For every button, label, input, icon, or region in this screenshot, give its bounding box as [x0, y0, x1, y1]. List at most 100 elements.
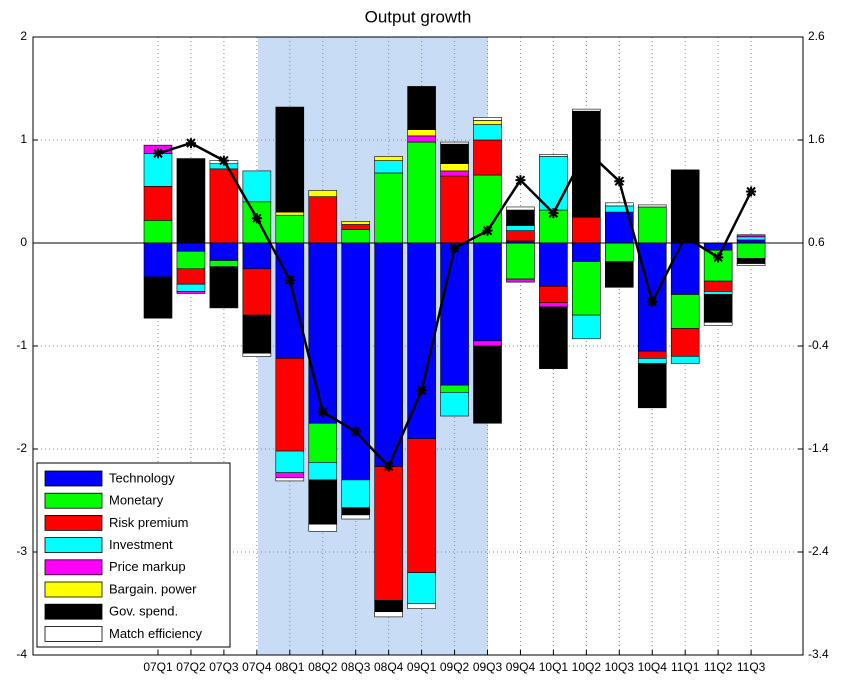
bar-segment — [242, 268, 272, 316]
bar-segment — [143, 242, 173, 278]
marker-star — [548, 208, 559, 219]
legend-swatch — [44, 515, 103, 531]
bar-segment — [670, 242, 700, 295]
bar-segment — [637, 363, 667, 409]
bar-segment — [736, 242, 766, 259]
x-tick-label: 10Q3 — [605, 660, 635, 674]
bar-segment — [407, 242, 436, 439]
bar-segment — [506, 209, 535, 226]
legend-label: Bargain. power — [109, 581, 197, 596]
bar-segment — [736, 258, 766, 264]
x-tick-label: 07Q2 — [176, 660, 206, 674]
marker-star — [746, 186, 757, 197]
bar-segment — [176, 250, 206, 270]
x-tick-label: 11Q1 — [671, 660, 700, 674]
bar-segment — [176, 158, 206, 244]
bar-segment — [209, 266, 239, 309]
bar-segment — [242, 170, 272, 203]
bar-segment — [407, 603, 436, 609]
x-tick-label: 11Q2 — [704, 660, 733, 674]
y-tick-label: 0 — [20, 235, 27, 249]
bar-segment — [440, 392, 469, 417]
line-marker — [548, 208, 559, 219]
bar-segment — [703, 322, 733, 326]
bar-segment — [703, 294, 733, 323]
line-marker — [614, 176, 625, 187]
bar-segment — [440, 141, 469, 145]
bar-segment — [473, 124, 502, 141]
legend-label: Match efficiency — [109, 626, 202, 641]
legend-swatch — [44, 559, 103, 576]
bar-segment — [670, 169, 700, 244]
x-tick-label: 08Q2 — [308, 660, 338, 674]
legend-swatch — [44, 470, 103, 487]
line-marker — [581, 145, 592, 156]
line-marker — [482, 225, 493, 236]
bar-segment — [143, 186, 173, 221]
bar-segment — [670, 294, 700, 329]
bar-segment — [440, 175, 469, 244]
legend-swatch — [44, 537, 103, 553]
bar-segment — [374, 600, 403, 613]
bar-segment — [407, 438, 436, 573]
line-marker — [251, 213, 262, 224]
x-tick-label: 10Q1 — [539, 660, 569, 674]
bar-segment — [143, 153, 173, 187]
bar-segment — [407, 572, 436, 604]
bar-segment — [703, 280, 733, 292]
bar-segment — [572, 314, 601, 340]
bar-segment — [341, 507, 371, 516]
bar-segment — [473, 345, 502, 424]
bar-segment — [176, 283, 206, 292]
x-tick-label: 08Q3 — [341, 660, 371, 674]
marker-star — [317, 406, 328, 417]
x-tick-label: 09Q2 — [440, 660, 470, 674]
line-marker — [153, 148, 163, 159]
legend-label: Gov. spend. — [109, 604, 178, 619]
bar-segment — [473, 242, 502, 342]
bar-segment — [341, 242, 371, 481]
bar-segment — [209, 242, 239, 261]
bar-segment — [506, 242, 535, 280]
marker-star — [581, 145, 592, 156]
bar-segment — [539, 302, 568, 308]
bar-segment — [473, 120, 502, 125]
bar-segment — [341, 221, 371, 225]
marker-star — [416, 385, 427, 396]
line-marker — [218, 155, 229, 166]
line-marker — [284, 275, 295, 286]
y2-tick-label: -2.4 — [808, 544, 829, 558]
bar-segment — [308, 523, 338, 532]
bar-segment — [506, 225, 535, 231]
bar-segment — [440, 242, 469, 386]
line-marker — [746, 186, 757, 197]
chart-title: Output growth — [365, 7, 472, 26]
x-tick-label: 11Q3 — [737, 660, 766, 674]
bar-segment — [604, 205, 634, 213]
y2-tick-label: -3.4 — [808, 647, 829, 661]
x-tick-label: 10Q4 — [638, 660, 668, 674]
marker-star — [218, 155, 229, 166]
bar-segment — [374, 172, 403, 244]
y-tick-label: -2 — [16, 441, 27, 455]
marker-star — [284, 275, 295, 286]
x-tick-label: 07Q3 — [209, 660, 239, 674]
line-marker — [416, 385, 427, 396]
bar-segment — [473, 139, 502, 176]
x-tick-label: 07Q1 — [143, 660, 173, 674]
line-marker — [449, 243, 460, 254]
bar-segment — [341, 224, 371, 230]
marker-star — [153, 148, 163, 159]
y-tick-label: -4 — [16, 647, 27, 661]
x-tick-label: 09Q1 — [407, 660, 437, 674]
bar-segment — [143, 220, 173, 244]
y-tick-label: 1 — [20, 132, 27, 146]
bar-segment — [308, 422, 338, 463]
bar-segment — [374, 242, 403, 467]
bar-segment — [308, 462, 338, 481]
y-tick-label: -1 — [16, 338, 27, 352]
line-marker — [185, 138, 196, 149]
bar-segment — [637, 350, 667, 359]
marker-star — [713, 252, 724, 263]
legend-label: Risk premium — [109, 515, 188, 530]
